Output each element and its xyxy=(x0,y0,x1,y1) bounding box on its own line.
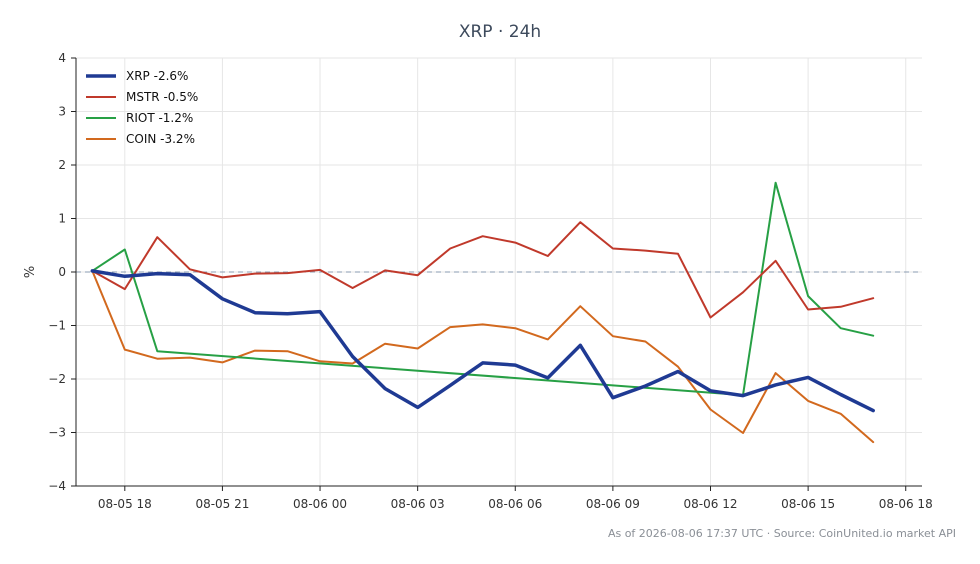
x-tick-label: 08-06 09 xyxy=(586,497,640,511)
x-tick-label: 08-06 15 xyxy=(781,497,835,511)
y-tick-label: −3 xyxy=(48,426,66,440)
x-tick-label: 08-06 18 xyxy=(879,497,933,511)
y-tick-label: 3 xyxy=(58,105,66,119)
series-line-riot xyxy=(91,181,875,397)
series-line-coin xyxy=(91,269,875,444)
x-tick-label: 08-06 06 xyxy=(488,497,542,511)
footer-source: As of 2026-08-06 17:37 UTC · Source: Coi… xyxy=(608,527,956,540)
legend-label: MSTR -0.5% xyxy=(126,90,198,104)
y-tick-label: 1 xyxy=(58,212,66,226)
series-line-mstr xyxy=(91,221,875,319)
legend-label: COIN -3.2% xyxy=(126,132,195,146)
y-tick-label: −2 xyxy=(48,372,66,386)
y-tick-label: 2 xyxy=(58,158,66,172)
y-tick-label: −1 xyxy=(48,319,66,333)
axes xyxy=(71,57,922,491)
tick-labels: −4 −3 −2 −1 0 1 2 3 4 08-05 18 08-05 21 08-06 00 08-… xyxy=(48,51,932,511)
legend-label: RIOT -1.2% xyxy=(126,111,193,125)
legend: XRP -2.6% MSTR -0.5% RIOT -1.2% COIN -3.2% xyxy=(86,69,198,146)
legend-label: XRP -2.6% xyxy=(126,69,188,83)
x-tick-label: 08-06 03 xyxy=(391,497,445,511)
x-tick-label: 08-06 12 xyxy=(684,497,738,511)
y-tick-label: −4 xyxy=(48,479,66,493)
x-tick-label: 08-05 21 xyxy=(195,497,249,511)
series-line-xrp xyxy=(90,269,875,413)
x-tick-label: 08-05 18 xyxy=(98,497,152,511)
y-tick-label: 4 xyxy=(58,51,66,65)
series-lines xyxy=(90,181,875,444)
chart-title: XRP · 24h xyxy=(459,22,541,42)
y-axis-label: % xyxy=(23,266,38,278)
x-tick-label: 08-06 00 xyxy=(293,497,347,511)
y-tick-label: 0 xyxy=(58,265,66,279)
